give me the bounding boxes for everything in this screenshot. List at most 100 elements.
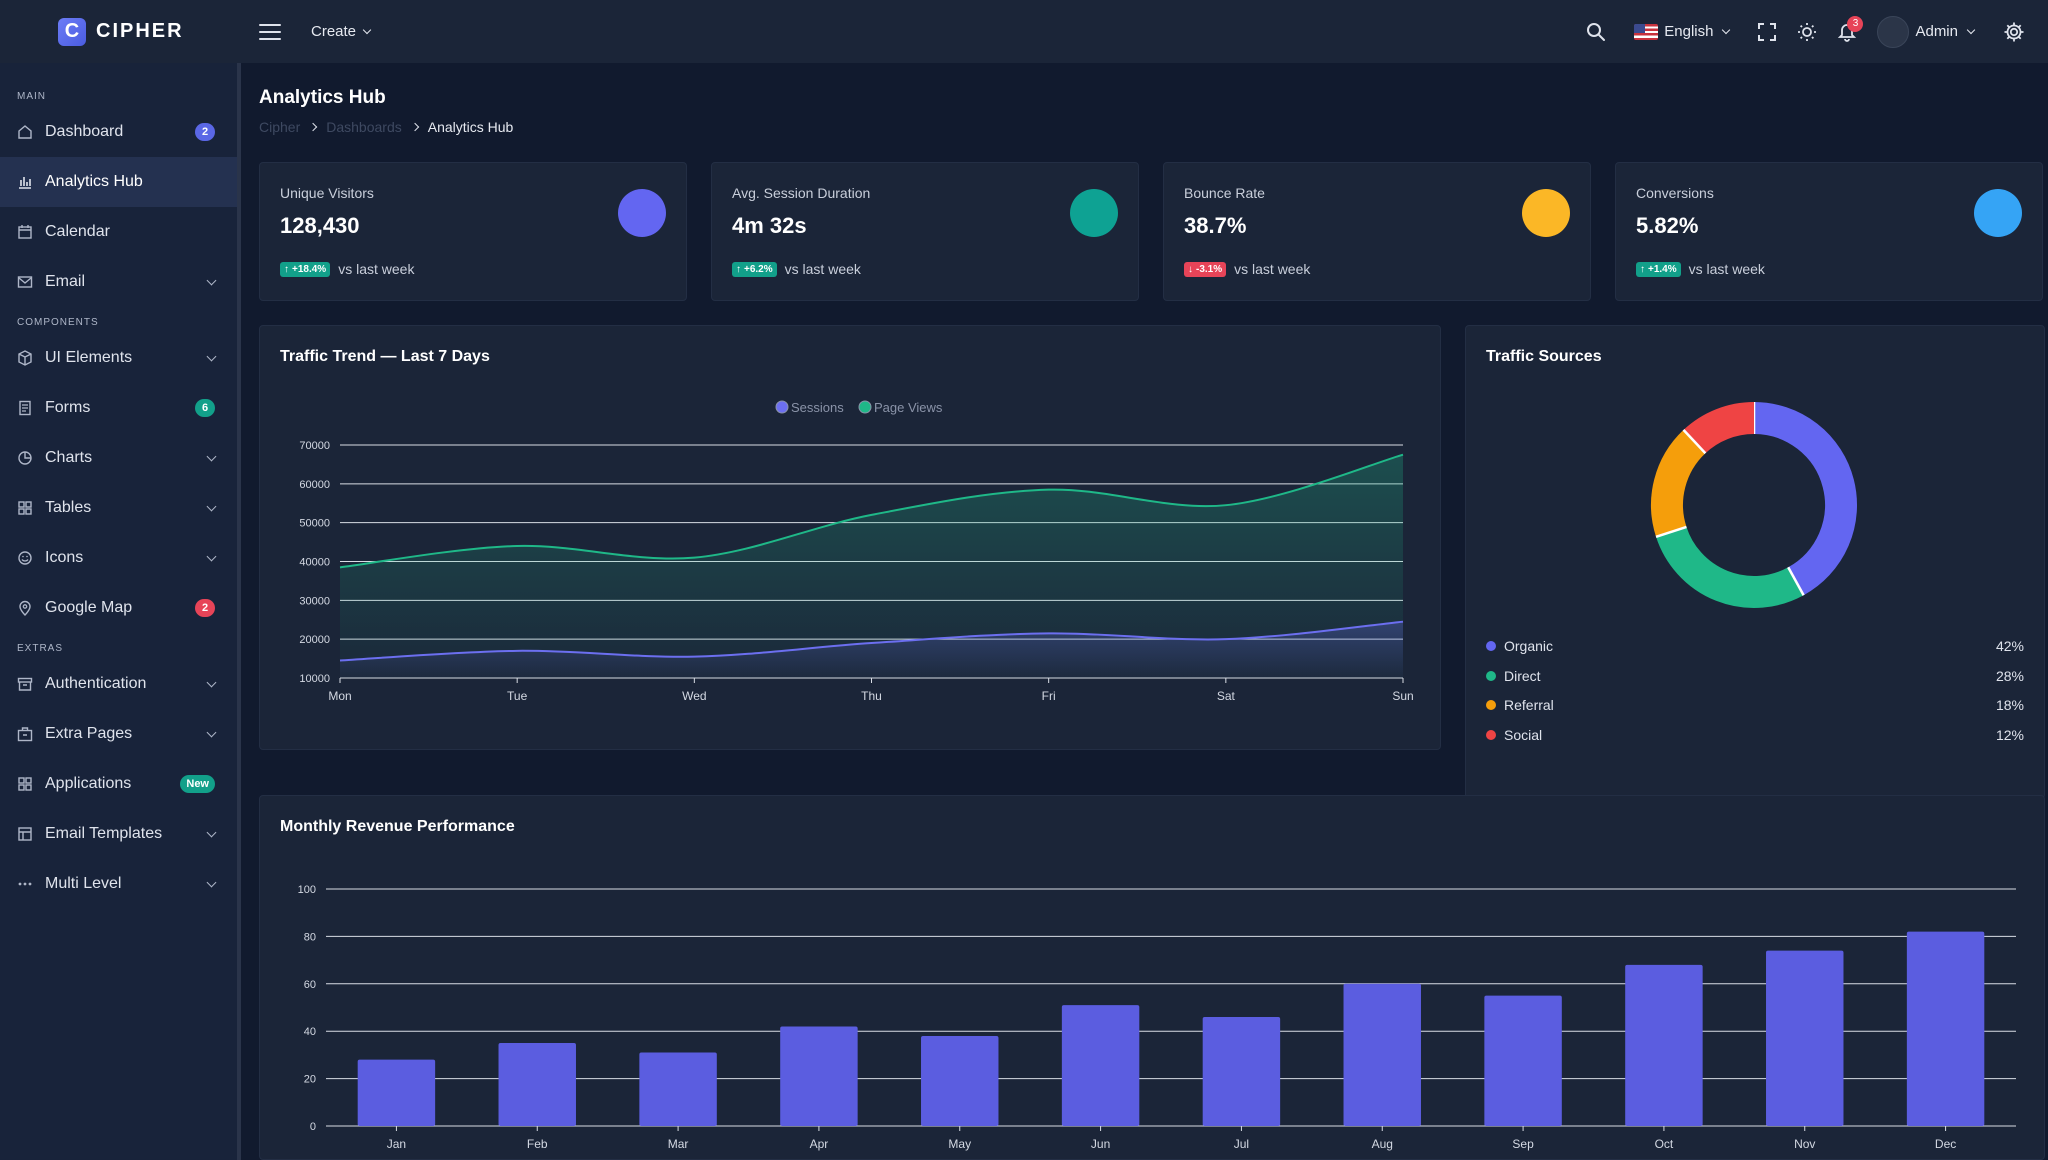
notifications-icon[interactable]: 3 bbox=[1827, 12, 1867, 52]
chevron-down-icon bbox=[206, 501, 217, 511]
stat-card-conversions: Conversions 5.82% ↑ +1.4% vs last week bbox=[1615, 162, 2043, 301]
stat-label: Bounce Rate bbox=[1184, 185, 1265, 201]
top-bar: C CIPHER Create English 3 Admin bbox=[0, 0, 2048, 63]
sidebar-item-label: Dashboard bbox=[45, 123, 124, 140]
x-tick-label: Sun bbox=[1392, 689, 1413, 703]
chevron-down-icon bbox=[206, 551, 217, 561]
menu-toggle-icon[interactable] bbox=[259, 23, 281, 40]
bar-sep[interactable] bbox=[1484, 995, 1562, 1126]
language-selector[interactable]: English bbox=[1634, 23, 1731, 40]
source-name: Organic bbox=[1504, 638, 1554, 654]
y-tick-label: 60 bbox=[304, 979, 316, 991]
donut-slice-organic[interactable] bbox=[1753, 402, 1857, 596]
sidebar-item-label: Icons bbox=[45, 549, 84, 566]
create-dropdown[interactable]: Create bbox=[311, 23, 372, 40]
language-label: English bbox=[1664, 23, 1714, 40]
sidebar-item-charts[interactable]: Charts bbox=[0, 433, 237, 483]
legend-label[interactable]: Page Views bbox=[874, 400, 943, 415]
map-pin-icon bbox=[17, 600, 33, 616]
template-icon bbox=[17, 826, 33, 842]
bar-jul[interactable] bbox=[1202, 1016, 1281, 1126]
bar-jan[interactable] bbox=[357, 1059, 436, 1126]
breadcrumb-item-dashboards[interactable]: Dashboards bbox=[326, 119, 402, 135]
create-label: Create bbox=[311, 23, 357, 40]
y-tick-label: 20 bbox=[304, 1074, 316, 1086]
source-percent: 18% bbox=[1995, 697, 2024, 713]
bar-nov[interactable] bbox=[1766, 950, 1844, 1126]
sidebar-item-analytics-hub[interactable]: Analytics Hub bbox=[0, 157, 237, 207]
grid-icon bbox=[17, 500, 33, 516]
sidebar-item-applications[interactable]: Applications New bbox=[0, 759, 237, 809]
area-page-views bbox=[340, 454, 1403, 678]
chevron-down-icon bbox=[206, 275, 217, 285]
stat-compare: vs last week bbox=[1234, 261, 1311, 277]
traffic-source-row: Direct 28% bbox=[1486, 666, 2024, 686]
legend-label[interactable]: Sessions bbox=[791, 400, 844, 415]
traffic-source-row: Referral 18% bbox=[1486, 695, 2024, 715]
bar-apr[interactable] bbox=[780, 1026, 858, 1126]
user-menu[interactable]: Admin bbox=[1877, 15, 1976, 48]
calendar-icon bbox=[17, 224, 33, 240]
stat-compare: vs last week bbox=[784, 261, 861, 277]
bar-may[interactable] bbox=[921, 1035, 999, 1126]
sidebar-item-authentication[interactable]: Authentication bbox=[0, 659, 237, 709]
x-tick-label: Sat bbox=[1217, 689, 1236, 703]
stat-delta: +1.4% bbox=[1648, 263, 1677, 275]
sidebar-item-email[interactable]: Email bbox=[0, 257, 237, 307]
sidebar-item-label: Google Map bbox=[45, 599, 133, 616]
stat-value: 38.7% bbox=[1184, 213, 1247, 238]
bar-chart-icon bbox=[17, 174, 33, 190]
sidebar-item-email-templates[interactable]: Email Templates bbox=[0, 809, 237, 859]
arrow-up-icon: ↑ bbox=[1640, 263, 1645, 275]
stat-delta: -3.1% bbox=[1196, 263, 1223, 275]
stat-compare: vs last week bbox=[1688, 261, 1765, 277]
sidebar-item-extra-pages[interactable]: Extra Pages bbox=[0, 709, 237, 759]
sidebar: MAIN Dashboard 2 Analytics Hub Calendar Email… bbox=[0, 63, 241, 1160]
brand[interactable]: C CIPHER bbox=[0, 0, 241, 63]
sidebar-badge: 2 bbox=[195, 123, 215, 141]
search-icon[interactable] bbox=[1576, 12, 1616, 52]
breadcrumb: Cipher Dashboards Analytics Hub bbox=[259, 119, 513, 135]
bar-jun[interactable] bbox=[1061, 1005, 1140, 1126]
donut-slice-social[interactable] bbox=[1683, 402, 1755, 454]
legend-marker bbox=[775, 400, 789, 414]
bar-aug[interactable] bbox=[1343, 983, 1421, 1126]
bar-oct[interactable] bbox=[1625, 964, 1703, 1126]
bar-feb[interactable] bbox=[498, 1043, 576, 1126]
source-name: Referral bbox=[1504, 697, 1554, 713]
sidebar-item-multi-level[interactable]: Multi Level bbox=[0, 859, 237, 909]
y-tick-label: 60000 bbox=[299, 479, 330, 491]
bar-mar[interactable] bbox=[639, 1052, 717, 1126]
sidebar-item-forms[interactable]: Forms 6 bbox=[0, 383, 237, 433]
sidebar-item-dashboard[interactable]: Dashboard 2 bbox=[0, 107, 237, 157]
fullscreen-icon[interactable] bbox=[1747, 12, 1787, 52]
legend-dot bbox=[1486, 641, 1496, 651]
sidebar-badge: New bbox=[180, 775, 215, 793]
stat-delta-badge: ↑ +18.4% bbox=[280, 261, 331, 277]
sidebar-item-label: Email bbox=[45, 273, 86, 290]
source-name: Social bbox=[1504, 726, 1543, 743]
stat-card-bounce-rate: Bounce Rate 38.7% ↓ -3.1% vs last week bbox=[1163, 162, 1591, 301]
stat-delta: +6.2% bbox=[744, 263, 773, 275]
series-line-sessions bbox=[339, 620, 1404, 662]
breadcrumb-item-cipher[interactable]: Cipher bbox=[259, 119, 301, 135]
x-tick-label: May bbox=[948, 1137, 971, 1151]
sidebar-item-ui-elements[interactable]: UI Elements bbox=[0, 333, 237, 383]
donut-slice-referral[interactable] bbox=[1651, 429, 1706, 537]
x-tick-label: Mar bbox=[668, 1137, 689, 1151]
sidebar-item-label: Analytics Hub bbox=[45, 173, 143, 190]
sidebar-item-google-map[interactable]: Google Map 2 bbox=[0, 583, 237, 633]
donut-slice-direct[interactable] bbox=[1656, 526, 1804, 608]
sidebar-item-icons[interactable]: Icons bbox=[0, 533, 237, 583]
bar-dec[interactable] bbox=[1906, 931, 1985, 1126]
x-tick-label: Oct bbox=[1655, 1137, 1674, 1151]
series-line-page-views bbox=[339, 453, 1404, 569]
sidebar-item-calendar[interactable]: Calendar bbox=[0, 207, 237, 257]
traffic-sources-title: Traffic Sources bbox=[1486, 348, 1602, 365]
stat-icon-circle bbox=[1070, 189, 1118, 237]
sidebar-item-tables[interactable]: Tables bbox=[0, 483, 237, 533]
stat-value: 4m 32s bbox=[732, 213, 807, 238]
settings-gear-icon[interactable] bbox=[1994, 12, 2034, 52]
x-tick-label: Tue bbox=[507, 689, 528, 703]
theme-toggle-icon[interactable] bbox=[1787, 12, 1827, 52]
